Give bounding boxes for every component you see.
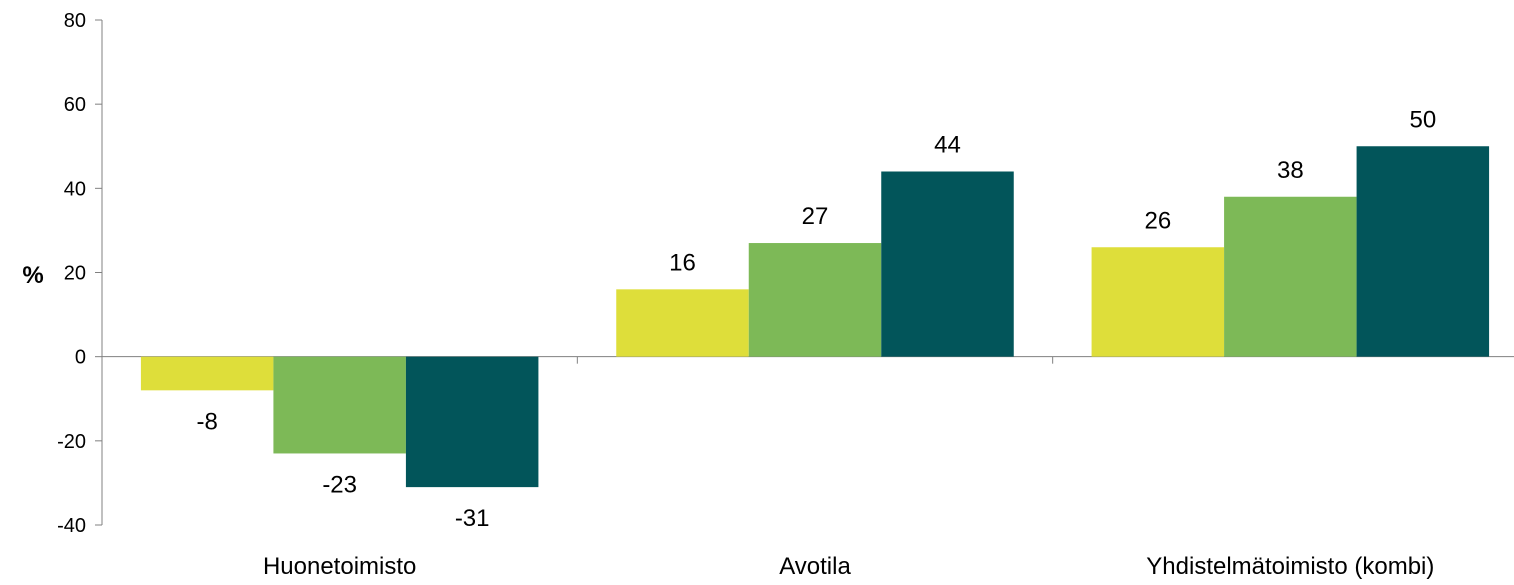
data-label: -8 [196, 408, 217, 435]
y-tick-label: 20 [64, 263, 86, 285]
bar [273, 356, 406, 454]
data-label: 27 [802, 203, 829, 230]
y-tick-label: 0 [75, 347, 86, 369]
bar [140, 356, 274, 391]
y-tick-label: 80 [64, 10, 86, 32]
bar [748, 243, 882, 357]
bar [1356, 146, 1490, 357]
y-tick-label: 60 [64, 94, 86, 116]
data-label: 16 [669, 249, 696, 276]
data-label: 26 [1144, 207, 1171, 234]
data-labels: -8 16 26 -23 27 38 -31 44 50 [196, 106, 1436, 532]
bars [140, 146, 1490, 488]
bar [616, 289, 749, 357]
data-label: 44 [934, 132, 961, 159]
category-label: Huonetoimisto [263, 553, 416, 580]
y-axis: 80 60 40 20 0 -20 -40 [57, 10, 103, 537]
category-label: Yhdistelmätoimisto (kombi) [1146, 553, 1434, 580]
data-label: 50 [1409, 106, 1436, 133]
bar [405, 356, 539, 488]
y-axis-title: % [22, 262, 43, 289]
data-label: -31 [455, 505, 490, 532]
y-tick-label: -40 [57, 515, 86, 537]
y-tick-label: -20 [57, 431, 86, 453]
bar [881, 171, 1014, 357]
data-label: -23 [322, 471, 357, 498]
y-tick-label: 40 [64, 178, 86, 200]
data-label: 38 [1277, 157, 1304, 184]
bar [1224, 196, 1357, 357]
bar [1091, 247, 1225, 357]
category-label: Avotila [779, 553, 851, 580]
